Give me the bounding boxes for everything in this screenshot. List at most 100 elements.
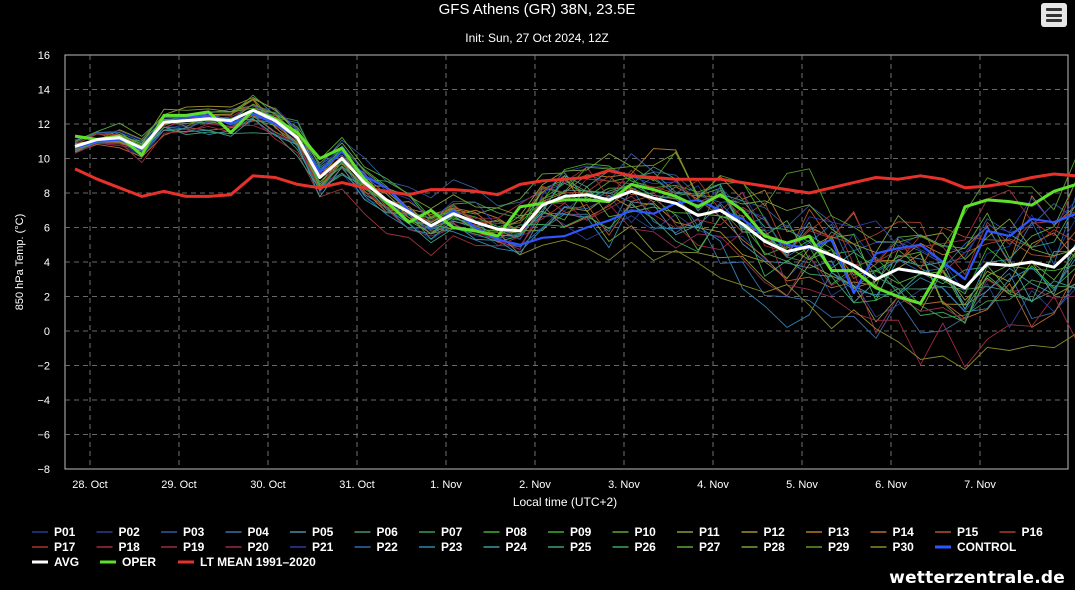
series-line-p05 [74, 115, 1075, 306]
legend-item-p23[interactable]: P23 [419, 540, 463, 554]
legend-item-p26[interactable]: P26 [612, 540, 657, 554]
series-line-p27 [74, 107, 1075, 287]
y-axis-ticks: 16 14 12 10 8 6 4 2 0 −2 −4 −6 −8 [37, 50, 50, 476]
legend-item-p29[interactable]: P29 [806, 540, 850, 554]
legend-item-p02[interactable]: P02 [96, 525, 141, 539]
legend-item-p05[interactable]: P05 [290, 525, 334, 539]
legend-item-p17[interactable]: P17 [32, 540, 76, 554]
legend-item-p20[interactable]: P20 [225, 540, 270, 554]
legend-item-p03[interactable]: P03 [161, 525, 205, 539]
svg-text:AVG: AVG [54, 555, 79, 569]
svg-text:P02: P02 [119, 525, 141, 539]
y-tick-label: −4 [37, 395, 50, 407]
legend-item-oper[interactable]: OPER [100, 555, 156, 569]
legend-item-p18[interactable]: P18 [96, 540, 141, 554]
svg-text:P24: P24 [506, 540, 528, 554]
y-tick-label: 16 [38, 50, 50, 62]
svg-text:P14: P14 [893, 525, 915, 539]
legend-item-p16[interactable]: P16 [999, 525, 1044, 539]
legend: P01 P02 P03 P04 P05 P06 P07 P08 P09 P10 P11 P12 P13 P… [32, 525, 1043, 569]
svg-text:P25: P25 [570, 540, 592, 554]
svg-text:P03: P03 [183, 525, 205, 539]
y-axis-label: 850 hPa Temp. (°C) [14, 214, 26, 311]
legend-item-p08[interactable]: P08 [483, 525, 528, 539]
x-tick-label: 29. Oct [161, 479, 196, 491]
legend-item-p22[interactable]: P22 [354, 540, 399, 554]
y-tick-label: 4 [44, 257, 50, 269]
series-line-p20 [74, 123, 1075, 334]
legend-item-p19[interactable]: P19 [161, 540, 205, 554]
series-line-p10 [74, 104, 1075, 310]
svg-text:P30: P30 [893, 540, 915, 554]
series-line-p28 [74, 98, 1075, 261]
legend-item-p04[interactable]: P04 [225, 525, 270, 539]
chart-subtitle: Init: Sun, 27 Oct 2024, 12Z [465, 31, 608, 45]
legend-item-p01[interactable]: P01 [32, 525, 76, 539]
x-axis-label: Local time (UTC+2) [513, 495, 617, 509]
legend-item-p13[interactable]: P13 [806, 525, 850, 539]
legend-item-p14[interactable]: P14 [870, 525, 915, 539]
series-line-p12 [74, 97, 1075, 305]
svg-text:P27: P27 [699, 540, 721, 554]
legend-item-p24[interactable]: P24 [483, 540, 528, 554]
series-line-oper [74, 108, 1075, 305]
legend-item-control[interactable]: CONTROL [935, 540, 1016, 554]
legend-item-p30[interactable]: P30 [870, 540, 915, 554]
svg-text:P15: P15 [957, 525, 979, 539]
x-tick-label: 5. Nov [786, 479, 818, 491]
series-line-p23 [74, 116, 1075, 328]
svg-text:P29: P29 [828, 540, 850, 554]
legend-item-lt-mean-1991-2020[interactable]: LT MEAN 1991–2020 [178, 555, 316, 569]
series-line-p30 [74, 98, 1075, 370]
svg-text:LT MEAN 1991–2020: LT MEAN 1991–2020 [200, 555, 316, 569]
legend-item-p25[interactable]: P25 [548, 540, 592, 554]
legend-item-p11[interactable]: P11 [677, 525, 720, 539]
svg-text:P19: P19 [183, 540, 205, 554]
x-tick-label: 30. Oct [250, 479, 285, 491]
series-line-p22 [74, 104, 1075, 273]
x-axis-ticks: 28. Oct 29. Oct 30. Oct 31. Oct 1. Nov 2. Nov… [72, 479, 996, 491]
svg-text:P05: P05 [312, 525, 334, 539]
x-tick-label: 3. Nov [608, 479, 640, 491]
y-tick-label: −6 [37, 430, 50, 442]
legend-item-p09[interactable]: P09 [548, 525, 592, 539]
y-tick-label: 10 [38, 154, 50, 166]
svg-text:P18: P18 [119, 540, 141, 554]
y-tick-label: 0 [44, 326, 50, 338]
series-line-p26 [74, 118, 1075, 323]
legend-item-p06[interactable]: P06 [354, 525, 399, 539]
svg-text:P07: P07 [441, 525, 463, 539]
legend-item-p28[interactable]: P28 [741, 540, 786, 554]
hamburger-menu-icon[interactable] [1041, 3, 1067, 27]
y-tick-label: 12 [38, 119, 50, 131]
legend-item-p21[interactable]: P21 [290, 540, 334, 554]
x-tick-label: 7. Nov [964, 479, 996, 491]
svg-text:P17: P17 [54, 540, 76, 554]
x-tick-label: 2. Nov [519, 479, 551, 491]
x-tick-label: 6. Nov [875, 479, 907, 491]
legend-item-p27[interactable]: P27 [677, 540, 721, 554]
site-credit: wetterzentrale.de [889, 568, 1065, 588]
legend-item-p12[interactable]: P12 [741, 525, 786, 539]
legend-item-p07[interactable]: P07 [419, 525, 463, 539]
series-line-p17 [74, 104, 1075, 275]
svg-text:P04: P04 [248, 525, 270, 539]
svg-text:P09: P09 [570, 525, 592, 539]
series-line-p25 [74, 126, 1075, 294]
y-tick-label: 14 [38, 85, 50, 97]
svg-text:P12: P12 [764, 525, 786, 539]
series-line-avg [74, 108, 1075, 290]
y-tick-label: 6 [44, 223, 50, 235]
chart-title: GFS Athens (GR) 38N, 23.5E [439, 1, 636, 18]
svg-text:P06: P06 [377, 525, 399, 539]
svg-text:P28: P28 [764, 540, 786, 554]
svg-text:P01: P01 [54, 525, 76, 539]
legend-item-p15[interactable]: P15 [935, 525, 979, 539]
legend-item-p10[interactable]: P10 [612, 525, 657, 539]
svg-text:P13: P13 [828, 525, 850, 539]
svg-text:P26: P26 [635, 540, 657, 554]
legend-item-avg[interactable]: AVG [32, 555, 79, 569]
series-line-lt-mean-1991-2020 [74, 167, 1075, 198]
series-line-p24 [74, 118, 1075, 310]
